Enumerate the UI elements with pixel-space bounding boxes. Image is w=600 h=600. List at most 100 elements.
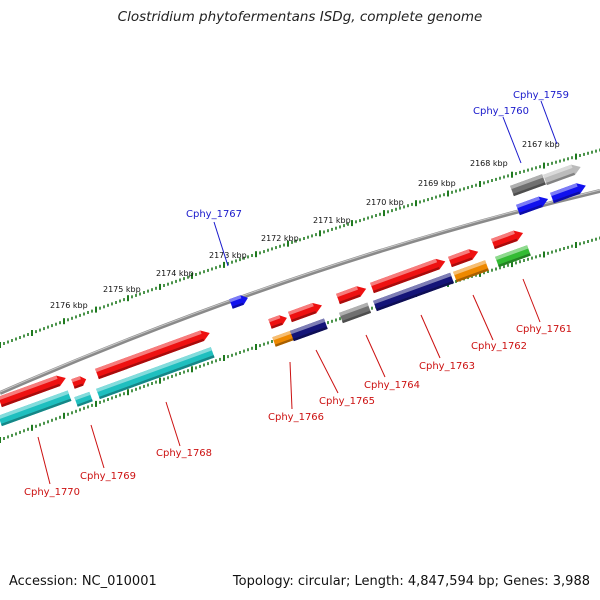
- inner-tick: [551, 250, 553, 254]
- inner-tick: [35, 424, 37, 428]
- gene-label: Cphy_1766: [268, 412, 324, 423]
- inner-tick: [19, 430, 21, 434]
- inner-tick: [583, 241, 585, 245]
- inner-tick: [159, 377, 161, 384]
- outer-tick: [331, 227, 333, 231]
- outer-tick: [131, 295, 133, 299]
- inner-tick: [503, 265, 505, 269]
- kbp-tick-label: 2172 kbp: [261, 234, 299, 243]
- outer-tick: [591, 150, 593, 154]
- outer-tick: [0, 342, 1, 348]
- outer-tick: [263, 250, 265, 254]
- inner-tick: [135, 387, 137, 391]
- inner-tick: [371, 306, 373, 310]
- gene-leader-line: [37, 436, 51, 485]
- outer-tick: [231, 260, 233, 264]
- inner-tick: [123, 392, 125, 396]
- inner-tick: [231, 353, 233, 357]
- inner-tick: [163, 377, 165, 381]
- outer-tick: [151, 288, 153, 292]
- outer-tick: [367, 216, 369, 220]
- inner-tick: [195, 366, 197, 370]
- outer-tick: [551, 161, 553, 165]
- inner-tick: [219, 357, 221, 361]
- outer-tick: [39, 328, 41, 332]
- inner-tick: [51, 418, 53, 422]
- outer-tick: [499, 176, 501, 180]
- gray-feature: [543, 164, 581, 186]
- outer-tick: [163, 284, 165, 287]
- gene-leader-line: [90, 424, 105, 469]
- inner-tick: [191, 366, 193, 373]
- inner-tick: [211, 360, 213, 364]
- outer-tick: [303, 237, 305, 240]
- inner-tick: [331, 319, 333, 323]
- cds-feature: [491, 230, 524, 250]
- inner-tick: [63, 412, 65, 419]
- outer-tick: [75, 315, 77, 319]
- outer-tick: [127, 295, 129, 302]
- outer-tick: [19, 336, 21, 339]
- inner-tick: [147, 383, 149, 387]
- gene-leader-line: [522, 278, 541, 323]
- inner-tick: [103, 399, 105, 403]
- gene-leader-line: [315, 349, 339, 394]
- outer-tick: [463, 187, 465, 191]
- outer-tick: [435, 195, 437, 199]
- outer-tick: [471, 184, 473, 188]
- kbp-tick-label: 2171 kbp: [313, 216, 351, 225]
- outer-tick: [143, 291, 145, 294]
- gene-label: Cphy_1768: [156, 448, 212, 459]
- outer-tick: [355, 220, 357, 224]
- inner-tick: [259, 344, 261, 348]
- navy-feature: [373, 272, 454, 312]
- outer-tick: [167, 282, 169, 286]
- gray-feature: [339, 302, 372, 324]
- inner-tick: [479, 270, 481, 277]
- cyan-feature: [0, 390, 72, 427]
- inner-tick: [531, 256, 533, 260]
- gene-label: Cphy_1760: [473, 106, 529, 117]
- outer-tick: [479, 181, 481, 187]
- outer-tick: [307, 235, 309, 239]
- outer-tick: [531, 167, 533, 171]
- outer-tick: [491, 179, 493, 182]
- outer-tick: [359, 219, 361, 223]
- orange-feature: [453, 260, 489, 283]
- gene-labels: Cphy_1759 Cphy_1760 Cphy_1761 Cphy_1762 Cphy…: [24, 90, 572, 498]
- outer-tick: [135, 293, 137, 297]
- inner-tick: [255, 344, 257, 350]
- outer-tick: [83, 312, 85, 316]
- inner-tick: [207, 362, 209, 366]
- inner-tick: [87, 405, 89, 409]
- green-feature: [495, 245, 531, 268]
- blue-feature: [229, 295, 248, 309]
- inner-tick: [571, 244, 573, 248]
- inner-tick: [7, 435, 9, 439]
- inner-tick: [491, 268, 493, 272]
- inner-tick: [507, 263, 509, 267]
- outer-tick: [487, 180, 489, 184]
- gene-leader-line: [472, 294, 494, 341]
- outer-tick: [579, 154, 581, 157]
- kbp-tick-label: 2170 kbp: [366, 198, 404, 207]
- inner-tick: [83, 406, 85, 410]
- outer-tick: [483, 181, 485, 185]
- inner-tick: [59, 415, 61, 419]
- outer-tick: [427, 198, 429, 202]
- kbp-tick-label: 2175 kbp: [103, 285, 141, 294]
- gene-label: Cphy_1762: [471, 341, 527, 352]
- outer-tick: [419, 200, 421, 204]
- outer-tick: [171, 281, 173, 285]
- outer-tick: [411, 202, 413, 206]
- inner-tick: [495, 267, 497, 271]
- outer-tick: [407, 204, 409, 208]
- outer-tick: [179, 278, 181, 282]
- outer-tick: [539, 165, 541, 169]
- outer-tick: [275, 246, 277, 250]
- inner-tick: [39, 423, 41, 427]
- gene-label: Cphy_1765: [319, 396, 375, 407]
- outer-tick: [255, 251, 257, 258]
- outer-tick: [455, 189, 457, 193]
- inner-tick: [155, 380, 157, 384]
